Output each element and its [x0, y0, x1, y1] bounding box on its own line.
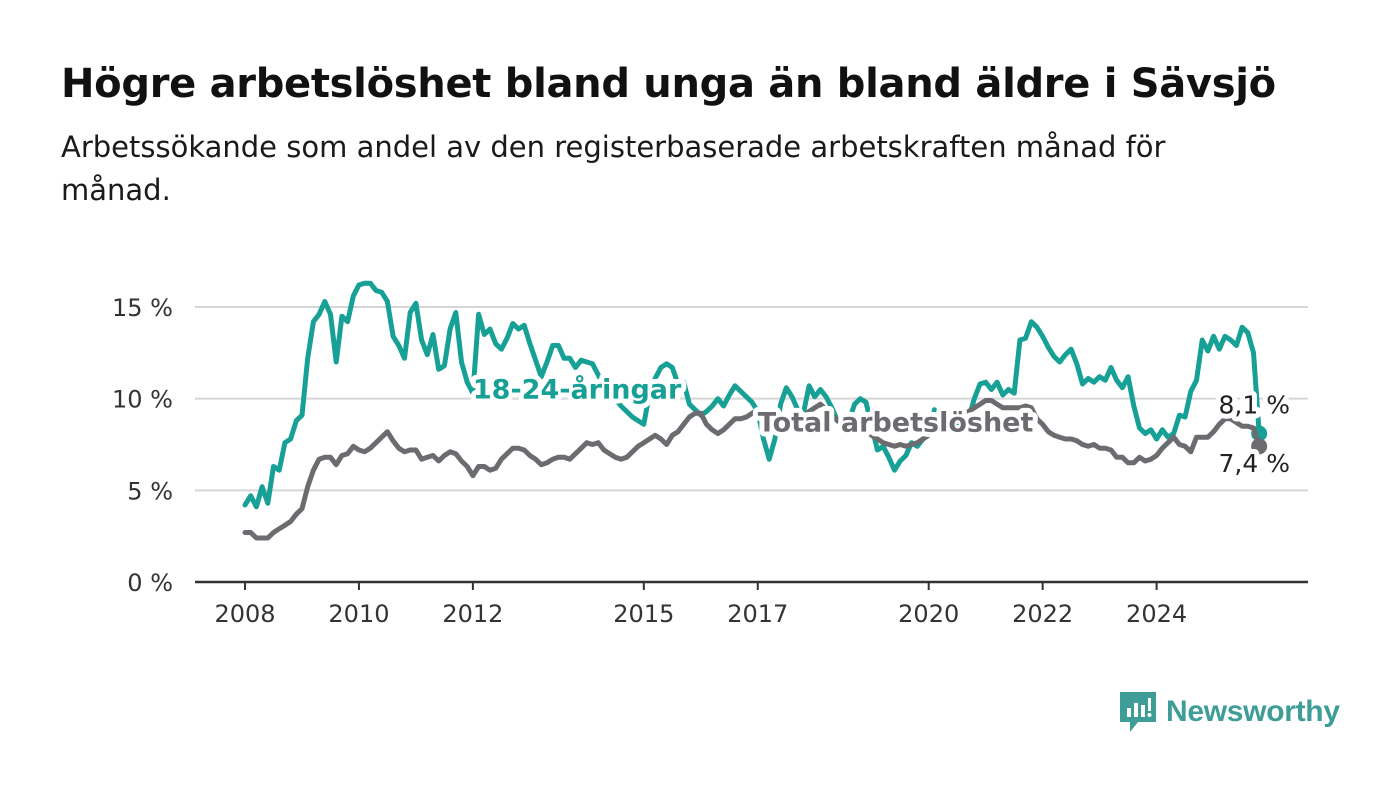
x-tick-label: 2022 — [1012, 600, 1073, 628]
series-line-0 — [242, 280, 1262, 510]
y-tick-label: 15 % — [112, 294, 173, 322]
series-end-value-total-halo: 7,4 % — [1219, 449, 1290, 478]
x-tick-label: 2008 — [214, 600, 275, 628]
chart-title: Högre arbetslöshet bland unga än bland ä… — [61, 61, 1276, 107]
series-line-1 — [242, 398, 1262, 541]
series-end-point-1 — [1251, 438, 1268, 455]
series-name-label-total-halo: Total arbetslöshet — [758, 408, 1034, 439]
x-tick-label: 2020 — [898, 600, 959, 628]
x-axis: 2008 2010 2012 2015 2017 2020 2022 2024 — [195, 580, 1308, 628]
series-name-label-youth-halo: 18-24-åringar — [473, 374, 682, 406]
series-name-label-youth: 18-24-åringar — [473, 374, 682, 406]
series-lines — [242, 280, 1268, 541]
bar-chart-speech-bubble-icon — [1120, 692, 1156, 732]
x-tick-label: 2017 — [727, 600, 788, 628]
chart-subtitle: Arbetssökande som andel av den registerb… — [61, 130, 1166, 207]
series-name-label-total: Total arbetslöshet — [758, 408, 1034, 439]
x-tick-label: 2015 — [613, 600, 674, 628]
newsworthy-logo[interactable]: Newsworthy — [1118, 690, 1340, 734]
series-end-value-youth: 8,1 % — [1219, 390, 1290, 419]
series-end-value-total: 7,4 % — [1219, 449, 1290, 478]
y-axis-tick-labels: 0 % 5 % 10 % 15 % — [112, 294, 173, 597]
x-tick-label: 2024 — [1126, 600, 1187, 628]
brand-name: Newsworthy — [1166, 695, 1340, 728]
y-tick-label: 5 % — [127, 477, 173, 505]
x-tick-label: 2012 — [442, 600, 503, 628]
y-tick-label: 10 % — [112, 386, 173, 414]
y-tick-label: 0 % — [127, 569, 173, 597]
x-tick-label: 2010 — [328, 600, 389, 628]
series-end-value-youth-halo: 8,1 % — [1219, 390, 1290, 419]
